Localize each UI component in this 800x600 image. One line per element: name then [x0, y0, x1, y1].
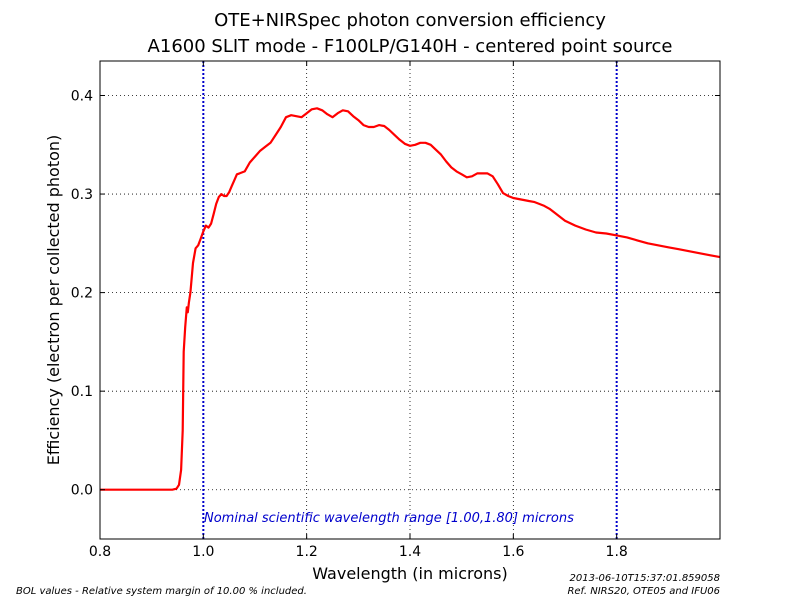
footer-timestamp: 2013-06-10T15:37:01.859058	[570, 573, 721, 584]
efficiency-curve	[100, 107, 721, 491]
x-axis-ticks: 0.8 1.0 1.2 1.4 1.6 1.8	[89, 61, 628, 560]
footer-reference: Ref. NIRS20, OTE05 and IFU06	[567, 586, 720, 597]
footer-margin-note: BOL values - Relative system margin of 1…	[16, 586, 307, 597]
x-tick-label: 1.8	[606, 544, 628, 560]
y-axis-label: Efficiency (electron per collected photo…	[44, 135, 63, 466]
x-tick-label: 1.4	[399, 544, 421, 560]
x-axis-label: Wavelength (in microns)	[312, 564, 507, 583]
x-tick-label: 1.2	[296, 544, 318, 560]
y-tick-label: 0.2	[71, 286, 93, 302]
wavelength-range-annotation: Nominal scientific wavelength range [1.0…	[204, 511, 574, 526]
x-tick-label: 0.8	[89, 544, 111, 560]
y-tick-label: 0.0	[71, 483, 93, 499]
y-tick-label: 0.1	[71, 384, 93, 400]
x-tick-label: 1.0	[192, 544, 214, 560]
y-tick-label: 0.4	[71, 88, 93, 104]
y-axis-ticks: 0.0 0.1 0.2 0.3 0.4	[71, 88, 720, 499]
x-tick-label: 1.6	[502, 544, 524, 560]
chart-title-line1: OTE+NIRSpec photon conversion efficiency	[214, 10, 606, 31]
chart-title-line2: A1600 SLIT mode - F100LP/G140H - centere…	[148, 36, 673, 57]
efficiency-series	[100, 107, 721, 491]
y-tick-label: 0.3	[71, 187, 93, 203]
